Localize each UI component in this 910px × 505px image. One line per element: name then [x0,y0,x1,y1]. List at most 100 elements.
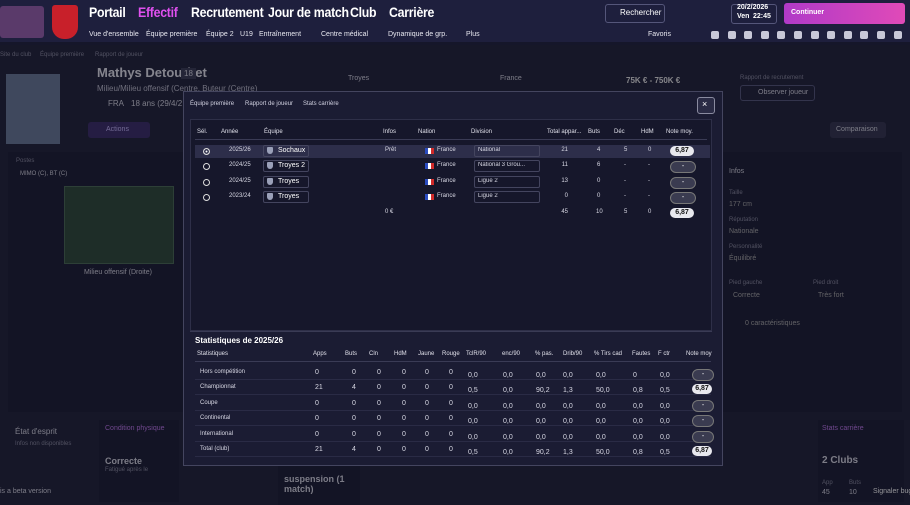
stat-cell: 0,0 [633,433,643,441]
subnav-item[interactable]: Dynamique de grp. [388,31,448,38]
search-box[interactable] [605,4,665,23]
scout-report: Rapport de recrutement [740,75,804,81]
toolbar-icon[interactable] [777,31,786,39]
nav-item[interactable]: Portail [89,4,126,20]
flag [425,194,434,201]
nav-item[interactable]: Jour de match [268,4,349,20]
modal-breadcrumb: Rapport de joueur [245,101,294,107]
info: Prêt [385,147,397,153]
subnav-item[interactable]: Équipe première [146,31,198,38]
year: 2024/25 [229,177,251,184]
goals: 4 [597,147,601,153]
player-name: Mathys Detourbet [97,65,207,80]
radio[interactable] [203,194,210,202]
stat-cell: 0 [377,399,381,407]
team-crest [267,147,273,154]
suspension-card [278,466,360,505]
subnav-item[interactable]: Équipe 2 [206,31,234,38]
rating-pill: - [692,369,714,381]
stat-cell: 0 [352,415,356,423]
rating-pill: - [670,176,696,189]
stat-cell: 21 [315,446,323,453]
stat-cell: Total (club) [200,446,230,452]
subnav-item[interactable]: Vue d'ensemble [89,31,139,38]
toolbar-icon[interactable] [843,31,852,39]
toolbar-icon[interactable] [794,31,802,39]
toolbar-icon[interactable] [877,31,885,39]
toolbar-icon[interactable] [744,31,753,39]
stat-cell: 0 [352,430,356,438]
team-cell [263,145,309,157]
column-header: HdM [394,351,407,357]
goals: 6 [597,162,601,169]
actions-button[interactable] [88,122,150,138]
search-label: Rechercher [620,8,662,17]
stat-cell: 0 [377,384,381,392]
actions-label: Actions [106,126,129,133]
observe-label: Observer joueur [758,89,809,96]
rating-pill: - [670,161,696,174]
nav-item[interactable]: Club [350,4,377,20]
subnav-item[interactable]: Entraînement [259,31,302,38]
bug-link[interactable]: Signaler bug [873,488,910,495]
team-cell [263,191,309,204]
goals-label: Buts [849,480,862,486]
nav-item[interactable]: Effectif [138,4,178,20]
column-header: Buts [588,129,601,135]
stat-cell: 0 [402,430,406,438]
total-assists: 5 [624,209,628,215]
toolbar-icon[interactable] [810,31,819,39]
stat-cell: 0 [402,399,406,407]
favorites[interactable]: Favoris [648,31,671,38]
radio[interactable] [203,148,210,155]
continue-button[interactable] [784,3,905,24]
stat-cell: 0,0 [503,372,513,379]
toolbar-icon[interactable] [711,31,719,39]
observe-button[interactable] [740,85,815,101]
nationality: FRA [108,99,124,108]
stat-cell: 1,3 [563,387,573,395]
stat-cell: 0 [377,415,381,423]
stats-row [195,444,711,457]
nav-item[interactable]: Recrutement [191,4,264,20]
back-forward[interactable] [0,6,44,38]
column-header: enc/90 [502,351,521,357]
toolbar-icon[interactable] [893,31,902,39]
radio[interactable] [203,178,210,186]
team: Troyes [278,193,300,201]
stat-cell: 0 [377,430,381,438]
info-label: Réputation [729,217,759,223]
toolbar-icon[interactable] [827,31,836,39]
apps-label: App [822,480,833,486]
modal-breadcrumb: Stats carrière [303,101,339,107]
nav-item[interactable]: Carrière [389,4,435,20]
condition-note: Fatigué après le [105,467,149,473]
motm: - [648,177,650,184]
club: Troyes [348,75,370,82]
compare-button[interactable] [830,122,886,138]
radio[interactable] [203,163,210,171]
close-button[interactable] [697,97,715,114]
stat-cell: Continental [200,415,231,422]
column-header: Sél. [197,129,208,135]
column-header: Note moy [686,351,712,357]
stat-cell: 0,0 [596,418,606,426]
division: National 3 Grou... [478,162,526,169]
close-icon[interactable]: × [702,99,708,109]
team: Troyes [278,177,300,185]
stat-cell: 0,0 [503,449,513,456]
subnav-item[interactable]: Centre médical [321,31,369,38]
country: France [500,75,522,82]
toolbar-icon[interactable] [727,31,736,39]
toolbar-icon[interactable] [860,31,869,39]
flag [425,163,434,170]
nation: France [437,162,456,169]
stat-cell: 0,0 [468,402,478,410]
subnav-item[interactable]: U19 [240,31,253,38]
foot-value: Très fort [818,292,844,299]
total-goals: 10 [596,209,603,215]
subnav-item[interactable]: Plus [466,31,480,38]
toolbar-icon[interactable] [760,31,769,39]
assists: - [624,162,626,169]
stat-cell: 0,0 [503,387,513,395]
